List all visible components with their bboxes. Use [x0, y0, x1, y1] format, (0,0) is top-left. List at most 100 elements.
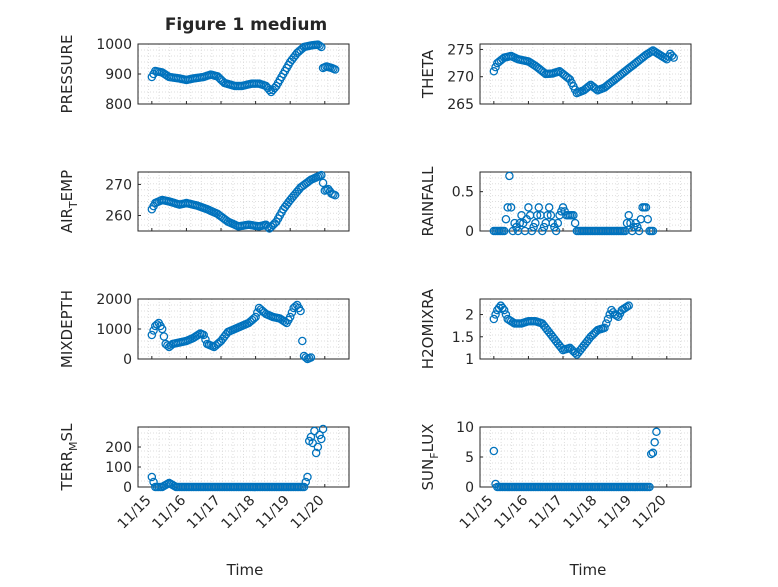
- y-axis-label: TERRMSL: [58, 423, 80, 492]
- y-tick-label: 260: [105, 208, 132, 224]
- y-tick-label: 200: [105, 440, 132, 456]
- data-point: [251, 312, 260, 322]
- y-tick-label: 1000: [96, 322, 132, 338]
- data-point: [534, 203, 544, 212]
- data-point: [147, 330, 157, 340]
- data-point: [648, 226, 658, 236]
- data-point: [669, 53, 678, 62]
- y-axis-label: H2OMIXRA: [419, 288, 437, 369]
- x-tick-label: 11/16: [491, 492, 531, 532]
- data-point: [313, 442, 323, 452]
- y-tick-label: 0: [123, 480, 132, 496]
- data-point: [667, 51, 677, 60]
- data-point: [527, 226, 537, 236]
- data-point: [310, 426, 319, 436]
- data-point: [524, 203, 533, 212]
- data-point: [503, 203, 512, 212]
- data-point: [330, 191, 340, 200]
- y-tick-label: 270: [105, 177, 132, 193]
- data-point: [311, 448, 321, 458]
- data-point: [265, 85, 274, 95]
- y-tick-label: 0.5: [452, 185, 474, 201]
- data-point: [529, 222, 538, 232]
- y-axis-label: SUNFLUX: [419, 424, 441, 491]
- data-point: [538, 226, 547, 236]
- data-point: [539, 222, 549, 232]
- panel-air_temp: 260 270 AIRTEMP: [58, 170, 350, 233]
- data-point: [201, 335, 210, 344]
- data-point: [510, 218, 519, 228]
- data-point: [546, 211, 556, 220]
- y-tick-label: 0: [465, 480, 474, 496]
- data-point: [299, 482, 309, 492]
- data-point: [624, 301, 633, 310]
- y-tick-label: 800: [105, 97, 132, 113]
- data-point: [603, 314, 613, 324]
- data-point: [645, 482, 654, 492]
- y-tick-label: 275: [447, 42, 474, 58]
- data-point: [652, 427, 661, 437]
- data-point: [494, 303, 504, 313]
- panel-rainfall: 0 0.5 RAINFALL: [419, 166, 692, 240]
- x-axis-label-left: Time: [226, 561, 264, 579]
- data-point: [531, 218, 540, 228]
- figure-title: Figure 1 medium: [165, 15, 327, 35]
- data-point: [543, 211, 552, 220]
- y-axis-label: MIXDEPTH: [58, 290, 76, 368]
- y-tick-label: 100: [105, 460, 132, 476]
- data-point: [622, 218, 632, 228]
- y-axis-label: RAINFALL: [419, 166, 437, 237]
- data-point: [584, 82, 594, 91]
- data-point: [263, 222, 272, 231]
- y-axis-label: THETA: [419, 49, 437, 99]
- axes-box: [479, 298, 692, 360]
- y-tick-label: 1000: [96, 37, 132, 53]
- y-axis-label: PRESSURE: [58, 35, 76, 114]
- data-point: [317, 434, 326, 444]
- data-point: [330, 65, 340, 74]
- data-point: [624, 211, 633, 220]
- x-axis-label-right: Time: [569, 561, 607, 579]
- data-point: [506, 203, 516, 212]
- panel-h2omixra: 1 1.5 2 H2OMIXRA: [419, 288, 692, 369]
- data-point: [505, 171, 514, 181]
- data-point: [622, 302, 632, 312]
- data-point: [285, 312, 295, 322]
- data-point: [194, 330, 203, 339]
- y-tick-label: 265: [447, 97, 474, 113]
- y-tick-label: 2: [465, 308, 474, 324]
- data-point: [315, 41, 324, 51]
- data-point: [303, 472, 312, 482]
- data-point: [489, 446, 499, 456]
- x-tick-label: 11/18: [561, 493, 601, 533]
- y-tick-label: 5: [465, 450, 474, 466]
- data-point: [491, 310, 500, 319]
- data-point: [298, 336, 307, 346]
- data-point: [306, 353, 316, 362]
- data-point: [553, 218, 563, 228]
- data-point: [532, 211, 542, 220]
- data-point: [569, 211, 578, 220]
- data-point: [308, 438, 317, 448]
- y-axis-label: AIRTEMP: [58, 170, 80, 233]
- axes-box: [137, 171, 350, 232]
- data-point: [317, 170, 326, 180]
- y-tick-label: 0: [465, 224, 474, 240]
- data-point: [296, 306, 305, 316]
- y-tick-label: 900: [105, 67, 132, 83]
- panel-pressure: 800 900 1000 PRESSURE: [58, 35, 350, 114]
- data-point: [157, 324, 167, 334]
- data-point: [558, 203, 568, 212]
- data-point: [317, 42, 326, 52]
- data-point: [159, 332, 169, 341]
- data-point: [641, 203, 651, 212]
- data-point: [650, 438, 659, 447]
- data-point: [501, 214, 511, 224]
- panel-mixdepth: 0 1000 2000 MIXDEPTH: [58, 290, 350, 368]
- panel-theta: 265 270 275 THETA: [419, 42, 692, 113]
- data-point: [498, 303, 507, 313]
- data-point: [634, 226, 644, 236]
